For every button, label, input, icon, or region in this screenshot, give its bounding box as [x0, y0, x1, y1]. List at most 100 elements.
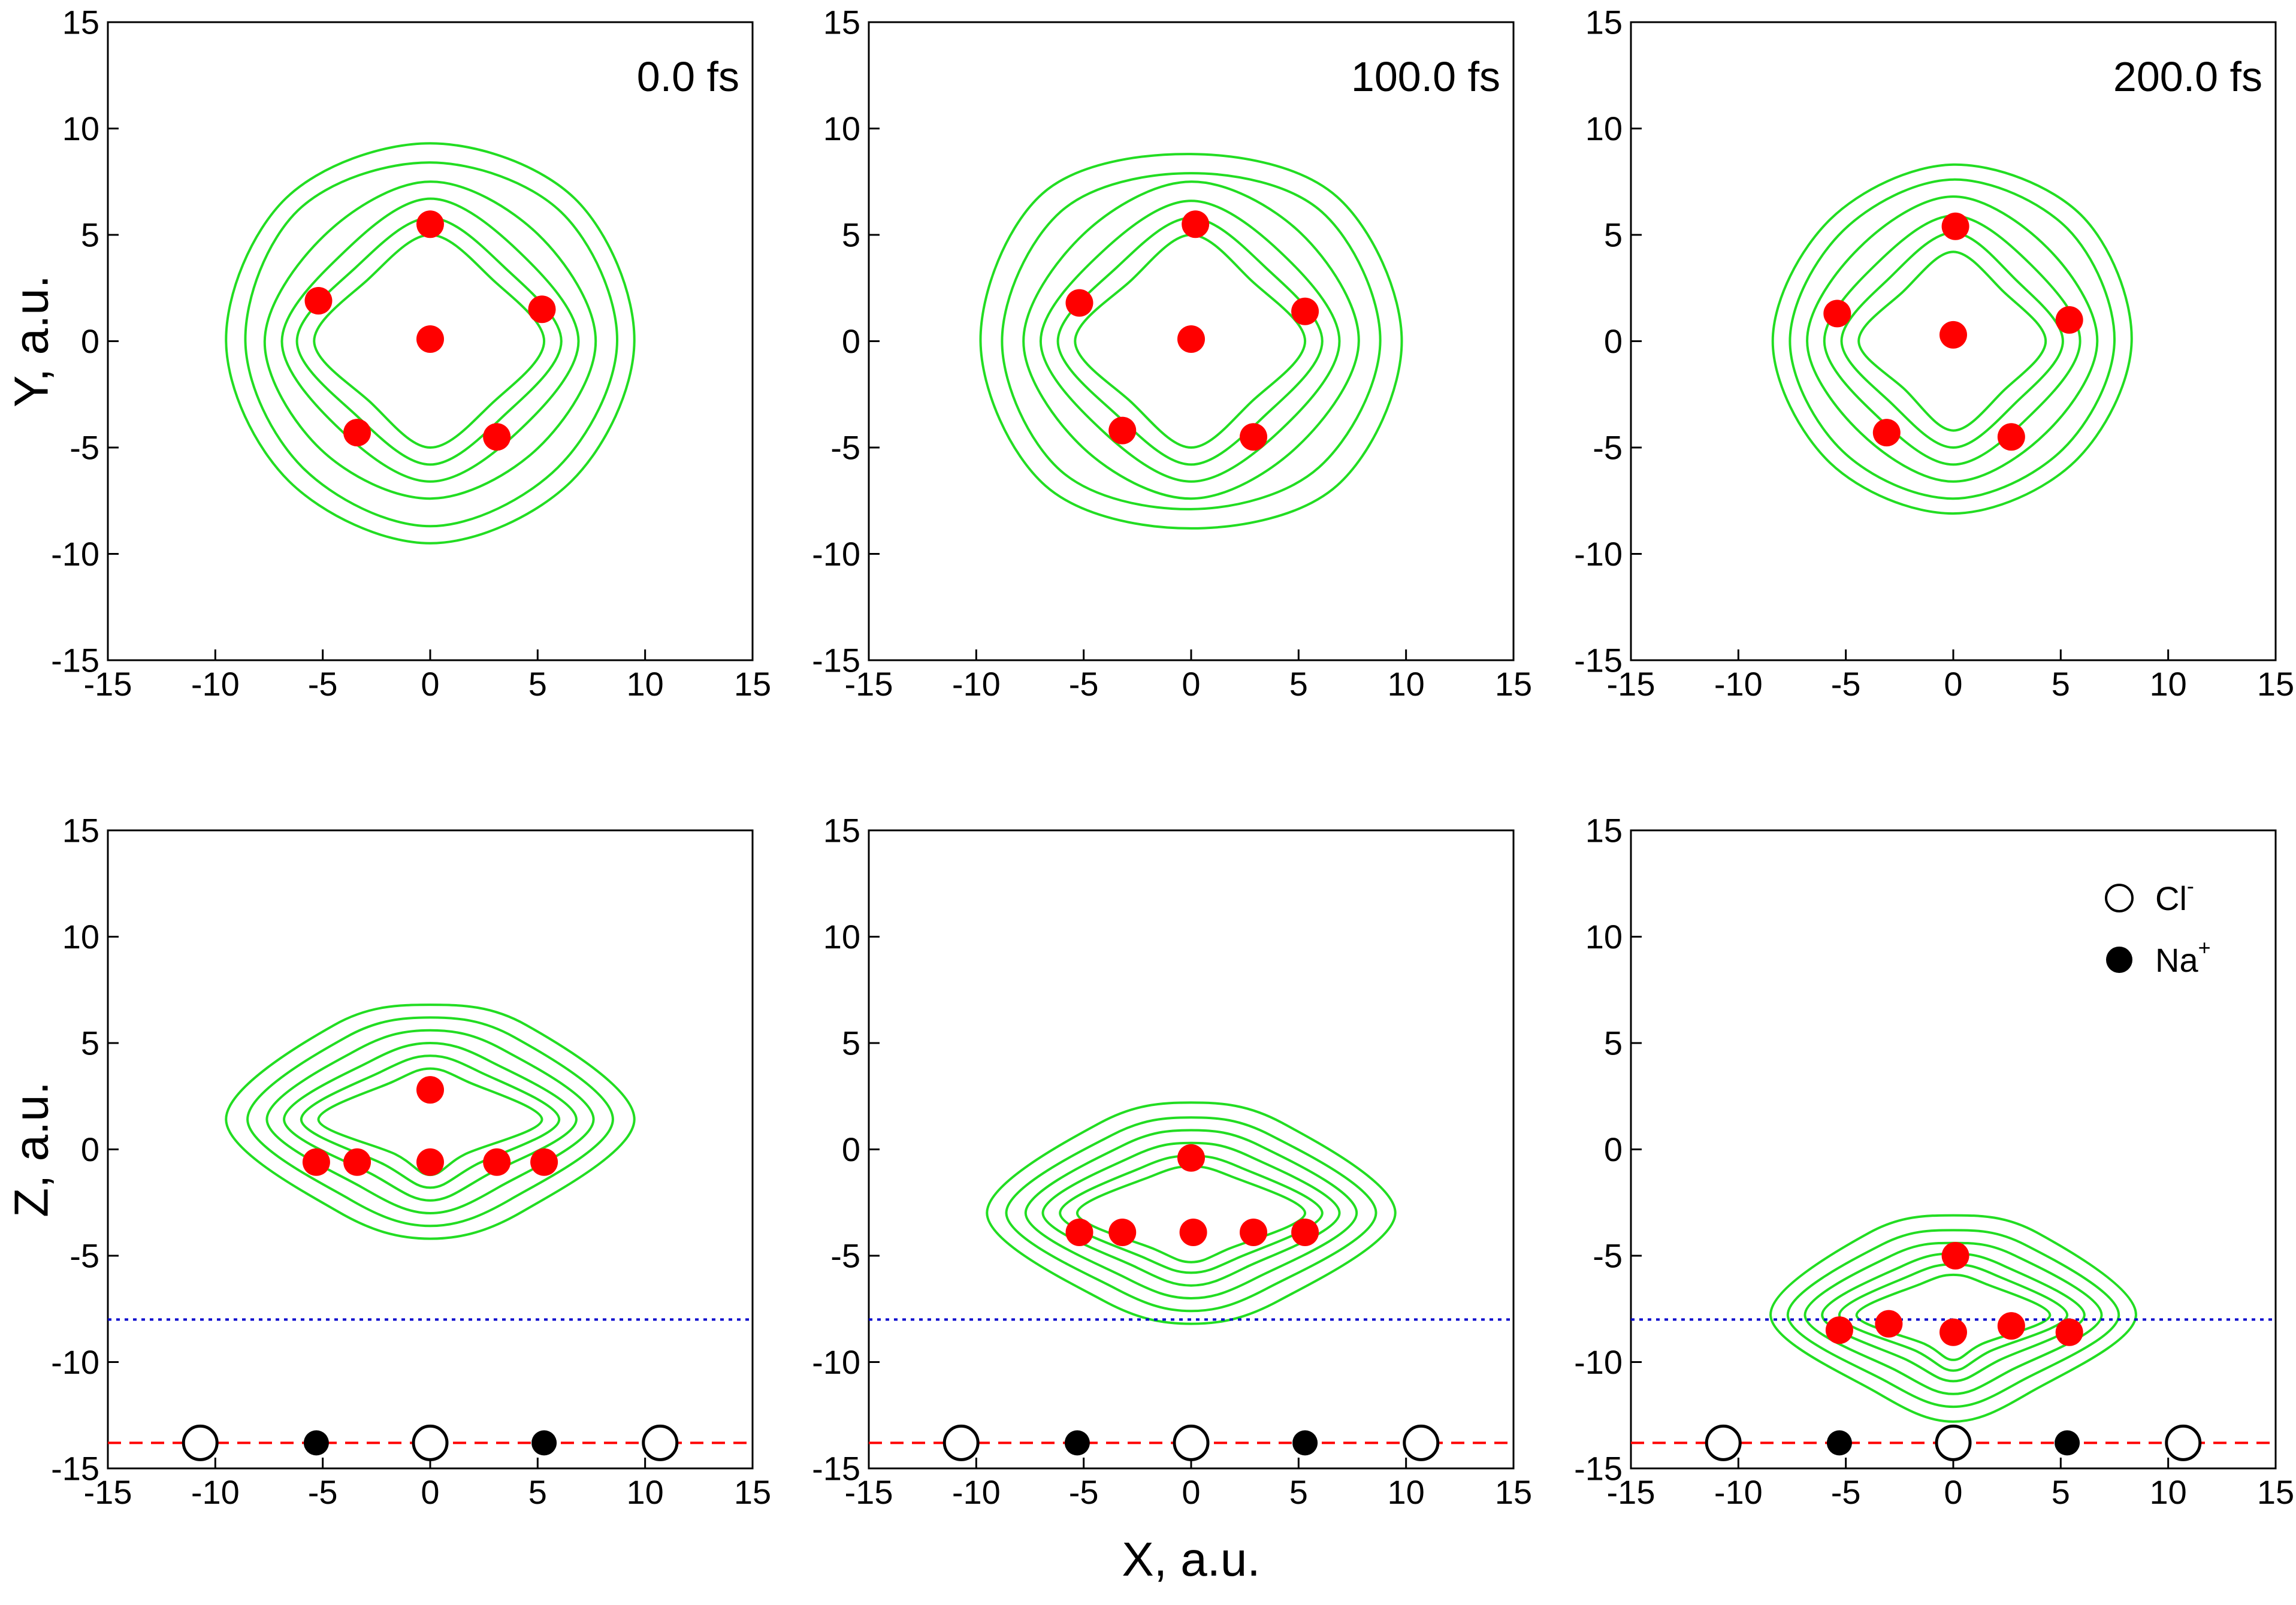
x-tick-label: 15 [2257, 1473, 2294, 1511]
atom-marker [1177, 325, 1205, 353]
time-label: 0.0 fs [637, 53, 739, 100]
y-tick-label: -10 [812, 535, 860, 573]
density-contour [300, 1054, 561, 1189]
chloride-ion [1173, 1424, 1210, 1461]
x-tick-label: 0 [1182, 665, 1200, 703]
y-tick-label: 10 [1585, 110, 1623, 147]
x-tick-label: 5 [2052, 1473, 2070, 1511]
time-label: 200.0 fs [2113, 53, 2262, 100]
x-tick-label: 10 [2150, 665, 2187, 703]
chloride-ion [2165, 1424, 2202, 1461]
y-tick-label: -5 [1593, 429, 1623, 467]
atom-marker [1997, 423, 2025, 451]
density-contour [280, 197, 580, 483]
y-tick-label: 5 [842, 1024, 860, 1062]
y-tick-label: 5 [1604, 216, 1623, 254]
panel-top-2: -15-15 -10 -10 -5 -5 0 0 5 5 10 10 15 15 100.0 fs [812, 4, 1532, 703]
atom-marker [530, 1148, 558, 1176]
x-tick-label: -10 [952, 665, 1001, 703]
density-contour [244, 161, 619, 528]
legend: Cl- Na+ [2105, 873, 2211, 979]
density-contour [1840, 231, 2064, 449]
density-contour [1022, 180, 1360, 500]
x-tick-label: 15 [1495, 1473, 1532, 1511]
x-tick-label: -5 [1069, 665, 1099, 703]
x-tick-label: -10 [952, 1473, 1001, 1511]
sodium-ion [531, 1430, 557, 1456]
y-tick-label: -10 [1574, 535, 1623, 573]
density-contour [1855, 1273, 2052, 1361]
x-tick-label: 10 [1388, 1473, 1425, 1511]
density-contour [1074, 234, 1307, 449]
atom-marker [1065, 289, 1093, 317]
y-tick-label: 15 [1585, 4, 1623, 41]
legend-charge: + [2198, 935, 2211, 960]
atom-marker [1825, 1316, 1853, 1344]
sodium-ion [1826, 1430, 1852, 1456]
atom-marker [416, 325, 444, 353]
y-tick-label: -15 [812, 642, 860, 679]
density-contour [295, 216, 563, 466]
y-tick-label: 5 [81, 1024, 99, 1062]
x-tick-label: 10 [627, 665, 664, 703]
density-contour [1806, 195, 2099, 483]
atom-marker [1941, 212, 1969, 240]
x-tick-label: 10 [627, 1473, 664, 1511]
x-tick-label: -15 [845, 665, 893, 703]
density-contour [1039, 200, 1341, 483]
x-tick-label: 15 [734, 665, 771, 703]
y-tick-label: 15 [62, 812, 99, 850]
y-tick-label: 0 [1604, 322, 1623, 360]
chloride-ion [1705, 1424, 1742, 1461]
x-tick-label: 5 [1289, 1473, 1308, 1511]
y-tick-label: -5 [70, 429, 99, 467]
y-tick-label: 0 [1604, 1131, 1623, 1168]
atom-marker [1997, 1312, 2025, 1340]
density-contour [313, 234, 546, 449]
x-tick-label: -5 [1831, 1473, 1861, 1511]
density-contour [1059, 1154, 1324, 1274]
atom-marker [1240, 423, 1268, 451]
x-tick-label: -5 [308, 1473, 338, 1511]
y-tick-label: 10 [62, 110, 99, 147]
atom-marker [416, 1076, 444, 1104]
chloride-ion [942, 1424, 980, 1461]
density-contour [246, 1016, 614, 1228]
sodium-ion [1064, 1430, 1090, 1456]
density-contour [283, 1042, 578, 1202]
atom-marker [1872, 419, 1901, 447]
x-tick-label: 15 [2257, 665, 2294, 703]
y-tick-label: 15 [62, 4, 99, 41]
atom-marker [1179, 1218, 1207, 1246]
y-tick-label: 0 [842, 322, 860, 360]
x-tick-label: -15 [84, 665, 132, 703]
y-axis-title-bottom: Z, a.u. [5, 1081, 58, 1217]
y-tick-label: -10 [51, 1343, 99, 1381]
atom-marker [416, 1148, 444, 1176]
density-contour [1769, 1214, 2137, 1423]
y-tick-label: 0 [81, 1131, 99, 1168]
legend-charge: - [2187, 873, 2194, 898]
density-contour [1076, 1165, 1307, 1264]
density-contour [1857, 250, 2047, 432]
x-tick-label: -5 [1831, 665, 1861, 703]
panel-bottom-2: -15-15 -10 -10 -5 -5 0 0 5 5 10 10 15 15 [812, 812, 1532, 1511]
x-tick-label: -10 [191, 1473, 240, 1511]
sodium-ion [2055, 1430, 2080, 1456]
y-tick-label: -15 [51, 1450, 99, 1488]
atom-marker [528, 295, 556, 324]
x-tick-label: 0 [421, 665, 439, 703]
y-tick-label: -15 [812, 1450, 860, 1488]
y-tick-label: 0 [842, 1131, 860, 1168]
density-contour [263, 180, 597, 500]
y-tick-label: -15 [51, 642, 99, 679]
atom-marker [1065, 1218, 1093, 1246]
y-tick-label: 5 [1604, 1024, 1623, 1062]
atom-marker [1291, 297, 1319, 325]
y-tick-label: -10 [812, 1343, 860, 1381]
x-tick-label: -5 [308, 665, 338, 703]
x-tick-label: -15 [845, 1473, 893, 1511]
atom-marker [2055, 1318, 2083, 1346]
